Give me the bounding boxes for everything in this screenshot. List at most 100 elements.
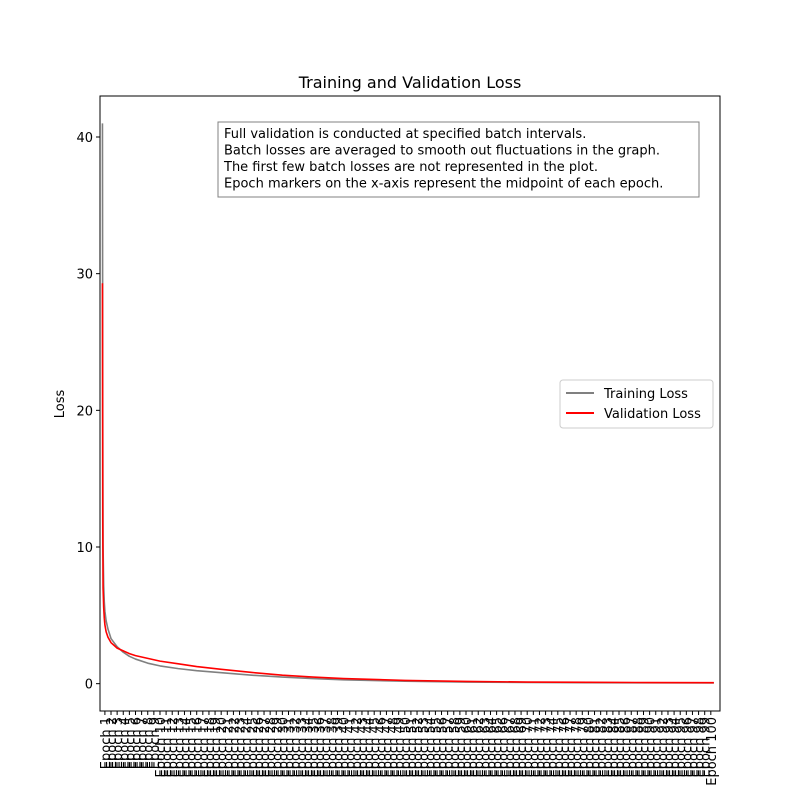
x-tick-label: Epoch 63 [478, 717, 493, 777]
x-tick-label: Epoch 76 [558, 717, 573, 777]
x-tick-label: Epoch 25 [246, 717, 261, 777]
annotation-line: Batch losses are averaged to smooth out … [224, 144, 660, 159]
annotation-frame [217, 121, 700, 198]
x-tick-label: Epoch 40 [338, 717, 353, 777]
x-tick-label: Epoch 97 [686, 717, 701, 777]
x-tick-label: Epoch 47 [380, 717, 395, 777]
x-tick-label: Epoch 80 [582, 717, 597, 777]
annotation-line: Full validation is conducted at specifie… [224, 127, 586, 142]
x-tick-label: Epoch 68 [509, 717, 524, 777]
x-tick-label: Epoch 24 [240, 717, 255, 777]
x-tick-label: Epoch 72 [533, 717, 548, 777]
y-tick-label: 0 [85, 678, 93, 693]
y-tick-label: 20 [76, 404, 93, 419]
legend-label: Validation Loss [604, 407, 701, 422]
x-tick-label: Epoch 50 [399, 717, 414, 777]
x-tick-label: Epoch 73 [540, 717, 555, 777]
x-tick-label: Epoch 32 [289, 717, 304, 777]
x-tick-label: Epoch 75 [552, 717, 567, 777]
x-tick-label: Epoch 51 [405, 717, 420, 777]
x-tick-label: Epoch 5 [123, 717, 138, 769]
x-tick-label: Epoch 87 [625, 717, 640, 777]
x-tick-label: Epoch 93 [662, 717, 677, 777]
x-tick-label: Epoch 16 [191, 717, 206, 777]
x-tick-label: Epoch 78 [570, 717, 585, 777]
x-tick-label: Epoch 91 [650, 717, 665, 777]
x-tick-label: Epoch 96 [680, 717, 695, 777]
x-tick-label: Epoch 60 [460, 717, 475, 777]
x-tick-label: Epoch 56 [436, 717, 451, 777]
legend-frame [559, 379, 714, 429]
x-tick-label: Epoch 20 [215, 717, 230, 777]
x-tick-label: Epoch 17 [197, 717, 212, 777]
x-tick-label: Epoch 46 [374, 717, 389, 777]
x-tick-label: Epoch 15 [185, 717, 200, 777]
x-tick-label: Epoch 71 [527, 717, 542, 777]
x-tick-label: Epoch 28 [264, 717, 279, 777]
x-tick-label: Epoch 36 [313, 717, 328, 777]
x-tick-label: Epoch 94 [668, 717, 683, 777]
x-tick-label: Epoch 74 [546, 717, 561, 777]
x-tick-label: Epoch 14 [178, 717, 193, 777]
x-tick-label: Epoch 27 [258, 717, 273, 777]
y-tick-label: 40 [76, 131, 93, 146]
x-tick-label: Epoch 92 [656, 717, 671, 777]
x-tick-label: Epoch 83 [601, 717, 616, 777]
x-tick-label: Epoch 67 [503, 717, 518, 777]
x-tick-label: Epoch 19 [209, 717, 224, 777]
x-tick-label: Epoch 13 [172, 717, 187, 777]
x-tick-label: Epoch 35 [307, 717, 322, 777]
x-tick-label: Epoch 22 [227, 717, 242, 777]
x-tick-label: Epoch 6 [129, 717, 144, 769]
annotation-line: The first few batch losses are not repre… [223, 160, 598, 175]
x-tick-label: Epoch 26 [252, 717, 267, 777]
x-tick-label: Epoch 54 [423, 717, 438, 777]
x-tick-label: Epoch 58 [448, 717, 463, 777]
chart-title: Training and Validation Loss [298, 73, 522, 92]
x-tick-label: Epoch 41 [344, 717, 359, 777]
x-tick-label: Epoch 34 [301, 717, 316, 777]
x-tick-label: Epoch 53 [417, 717, 432, 777]
x-tick-label: Epoch 79 [576, 717, 591, 777]
x-tick-label: Epoch 69 [515, 717, 530, 777]
x-tick-label: Epoch 77 [564, 717, 579, 777]
x-tick-label: Epoch 89 [637, 717, 652, 777]
annotation-box: Full validation is conducted at specifie… [217, 121, 700, 198]
x-tick-label: Epoch 90 [644, 717, 659, 777]
x-tick-label: Epoch 29 [270, 717, 285, 777]
x-tick-label: Epoch 18 [203, 717, 218, 777]
x-tick-label: Epoch 95 [674, 717, 689, 777]
legend-label: Training Loss [603, 387, 688, 402]
x-tick-label: Epoch 100 [705, 717, 720, 786]
x-tick-label: Epoch 70 [521, 717, 536, 777]
y-tick-label: 10 [76, 541, 93, 556]
x-tick-label: Epoch 85 [613, 717, 628, 777]
x-tick-label: Epoch 12 [166, 717, 181, 777]
x-tick-label: Epoch 44 [362, 717, 377, 777]
x-tick-label: Epoch 3 [111, 717, 126, 769]
x-tick-label: Epoch 48 [387, 717, 402, 777]
x-tick-label: Epoch 21 [221, 717, 236, 777]
x-tick-label: Epoch 23 [234, 717, 249, 777]
x-tick-label: Epoch 10 [154, 717, 169, 777]
x-tick-label: Epoch 1 [99, 717, 114, 769]
x-tick-label: Epoch 33 [295, 717, 310, 777]
x-tick-label: Epoch 88 [631, 717, 646, 777]
x-tick-label: Epoch 43 [356, 717, 371, 777]
x-tick-label: Epoch 99 [699, 717, 714, 777]
x-tick-label: Epoch 37 [319, 717, 334, 777]
x-tick-label: Epoch 62 [472, 717, 487, 777]
x-tick-label: Epoch 49 [393, 717, 408, 777]
x-tick-label: Epoch 7 [136, 717, 151, 769]
x-tick-label: Epoch 45 [368, 717, 383, 777]
x-tick-label: Epoch 8 [142, 717, 157, 769]
x-tick-label: Epoch 59 [454, 717, 469, 777]
legend: Training Loss Validation Loss [559, 379, 714, 429]
x-tick-label: Epoch 57 [442, 717, 457, 777]
plot-frame [99, 95, 721, 712]
validation-loss-line [101, 283, 714, 684]
x-tick-label: Epoch 31 [283, 717, 298, 777]
x-tick-label: Epoch 65 [491, 717, 506, 777]
x-tick-label: Epoch 81 [589, 717, 604, 777]
